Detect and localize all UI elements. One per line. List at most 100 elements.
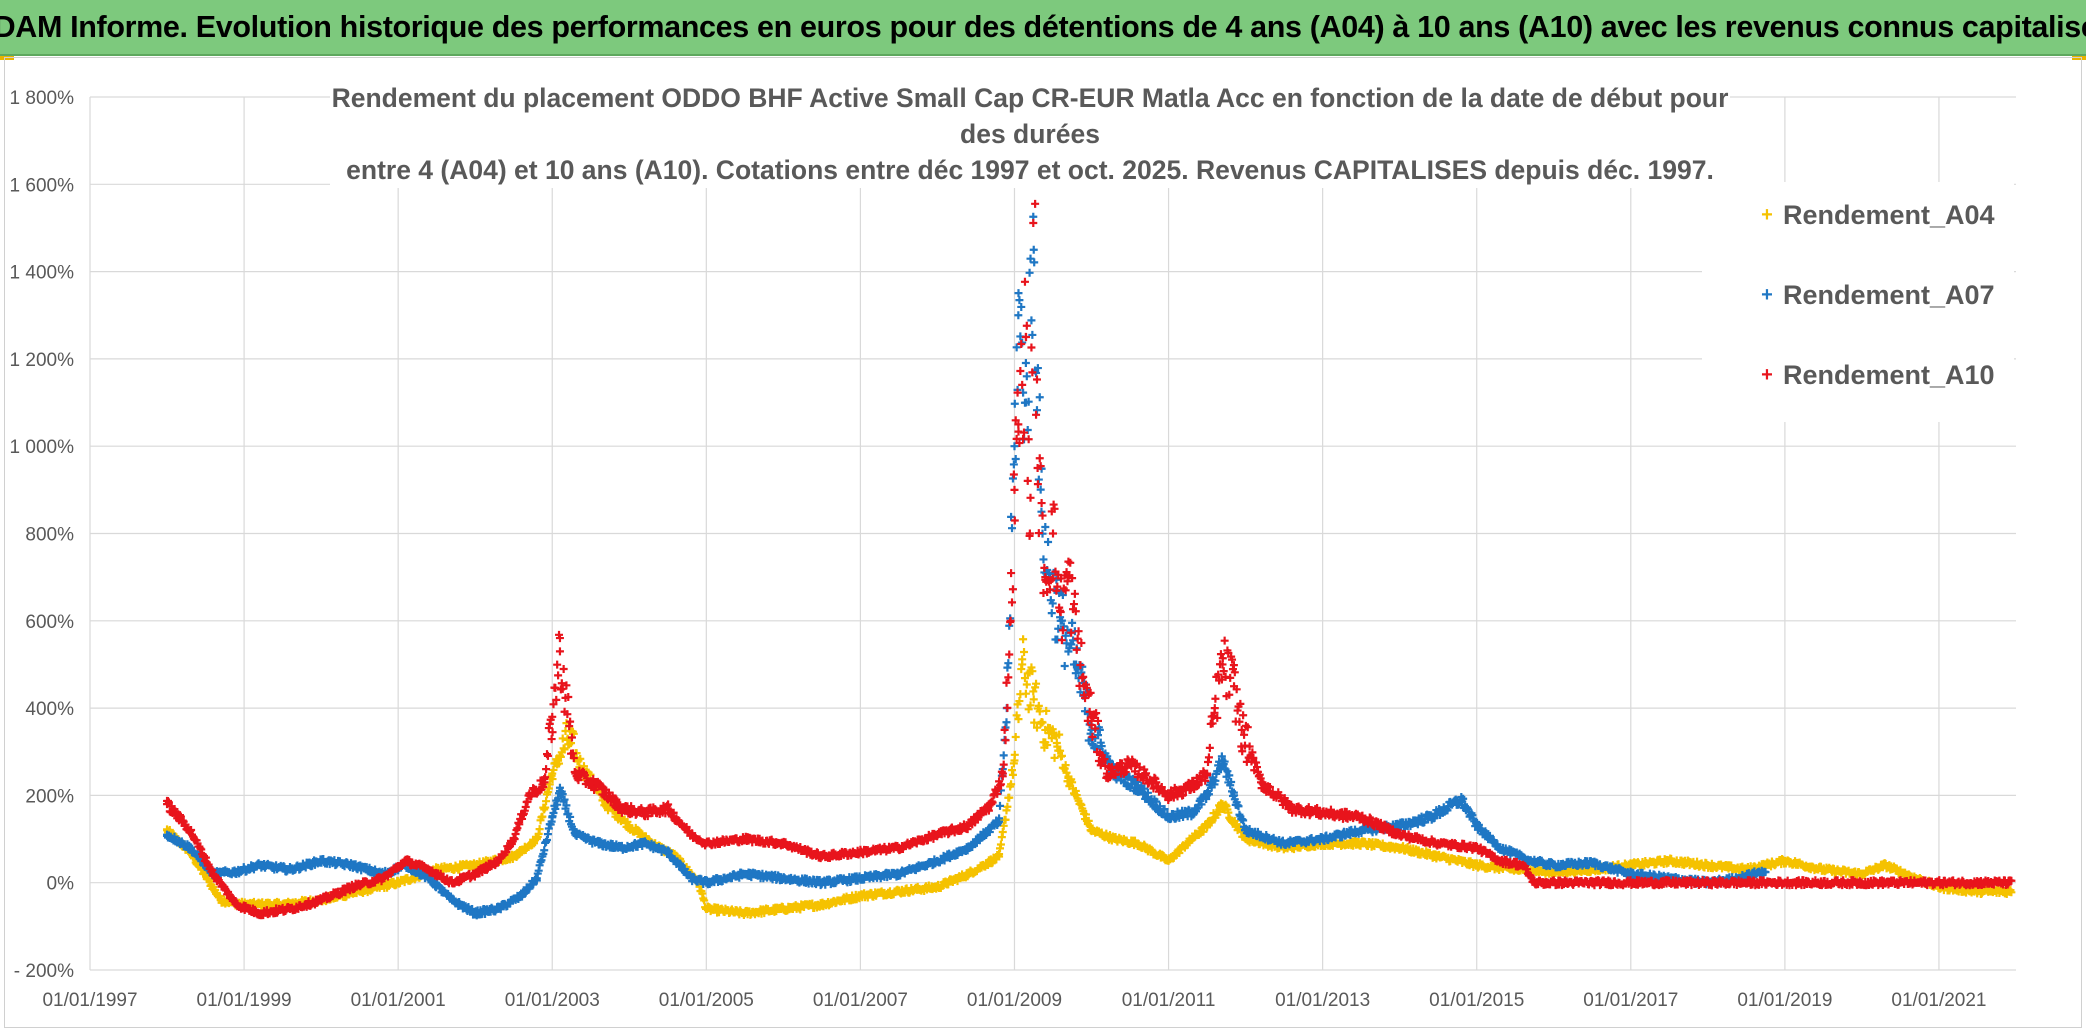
data-point [1003, 802, 1012, 811]
data-point [1044, 538, 1053, 547]
y-tick-label: 1 200% [10, 350, 75, 371]
data-point-key [1018, 660, 1027, 669]
data-point [1002, 718, 1011, 727]
data-point [1008, 770, 1017, 779]
data-point [555, 759, 564, 768]
data-point [1001, 815, 1010, 824]
data-point [547, 735, 556, 744]
data-point [1026, 493, 1035, 502]
data-point [559, 665, 568, 674]
data-point [1028, 667, 1037, 676]
data-point [1024, 435, 1033, 444]
data-point [1055, 730, 1064, 739]
data-point [1032, 679, 1041, 688]
x-tick-label: 01/01/2019 [1737, 990, 1832, 1011]
data-point [1043, 741, 1052, 750]
x-tick-label: 01/01/2017 [1583, 990, 1678, 1011]
data-point [1009, 470, 1018, 479]
y-tick-label: 1 800% [10, 88, 75, 109]
x-tick-label: 01/01/1997 [42, 990, 137, 1011]
y-axis-ticks: - 200%0%200%400%600%800%1 000%1 200%1 40… [10, 88, 75, 982]
x-tick-label: 01/01/1999 [197, 990, 292, 1011]
data-point [1019, 635, 1028, 644]
data-point [554, 671, 563, 680]
data-point [1037, 499, 1046, 508]
data-point [1038, 718, 1047, 727]
data-point [1027, 343, 1036, 352]
data-point [1072, 645, 1081, 654]
data-point [996, 840, 1005, 849]
y-tick-label: 400% [25, 699, 74, 720]
corner-mark-right [2072, 56, 2086, 60]
x-tick-label: 01/01/2015 [1429, 990, 1524, 1011]
data-point [995, 801, 1004, 810]
data-point [1021, 689, 1030, 698]
x-tick-label: 01/01/2007 [813, 990, 908, 1011]
x-axis-ticks: 01/01/1997 01/01/1999 01/01/2001 01/01/2003… [42, 990, 1986, 1011]
data-point [560, 745, 569, 754]
data-point [542, 765, 551, 774]
x-tick-label: 01/01/2003 [505, 990, 600, 1011]
data-point [1061, 761, 1070, 770]
data-point [1039, 555, 1048, 564]
data-point [1032, 410, 1041, 419]
data-point [1029, 218, 1038, 227]
data-point-key [1029, 245, 1038, 254]
data-point [1025, 268, 1034, 277]
data-point [1020, 648, 1029, 657]
data-point [1020, 277, 1029, 286]
plot-points [163, 106, 2016, 920]
data-point [1014, 289, 1023, 298]
data-point [1050, 753, 1059, 762]
data-point [553, 660, 562, 669]
y-tick-label: 600% [25, 612, 74, 633]
data-point [1005, 793, 1014, 802]
x-tick-label: 01/01/2001 [351, 990, 446, 1011]
report-title: ADAM Informe. Evolution historique des p… [0, 9, 2086, 44]
data-point [1005, 650, 1014, 659]
x-tick-label: 01/01/2021 [1891, 990, 1986, 1011]
chart-frame [4, 57, 2082, 1028]
data-point [1027, 316, 1036, 325]
data-point [542, 797, 551, 806]
data-point [1011, 733, 1020, 742]
data-point [1031, 199, 1040, 208]
data-point [1057, 751, 1066, 760]
data-point [1060, 661, 1069, 670]
data-point [1069, 600, 1078, 609]
data-point [538, 812, 547, 821]
y-tick-label: 0% [47, 874, 75, 895]
data-point [1021, 358, 1030, 367]
corner-mark-left [0, 56, 14, 60]
data-point [1023, 476, 1032, 485]
data-point [1035, 454, 1044, 463]
data-point [1004, 659, 1013, 668]
y-tick-label: 1 000% [10, 437, 75, 458]
data-point-key [548, 813, 557, 822]
data-point [1042, 706, 1051, 715]
y-tick-label: - 200% [14, 961, 74, 982]
data-point [1008, 585, 1017, 594]
data-point [1016, 367, 1025, 376]
y-tick-label: 1 400% [10, 263, 75, 284]
report-banner: ADAM Informe. Evolution historique des p… [0, 0, 2086, 56]
series-rendement_a07 [163, 212, 1770, 920]
data-point-key [1014, 311, 1023, 320]
data-point [1001, 736, 1010, 745]
data-point [1015, 296, 1024, 305]
data-point [1070, 589, 1079, 598]
data-point [1029, 687, 1038, 696]
data-point [1014, 715, 1023, 724]
data-point [1007, 780, 1016, 789]
data-point [1003, 703, 1012, 712]
x-tick-label: 01/01/2013 [1275, 990, 1370, 1011]
y-tick-label: 1 600% [10, 175, 75, 196]
data-point [1026, 701, 1035, 710]
x-tick-label: 01/01/2011 [1122, 990, 1216, 1011]
data-point [700, 896, 709, 905]
data-point [1010, 399, 1019, 408]
data-point [1015, 697, 1024, 706]
x-tick-label: 01/01/2005 [659, 990, 754, 1011]
data-point [1017, 302, 1026, 311]
